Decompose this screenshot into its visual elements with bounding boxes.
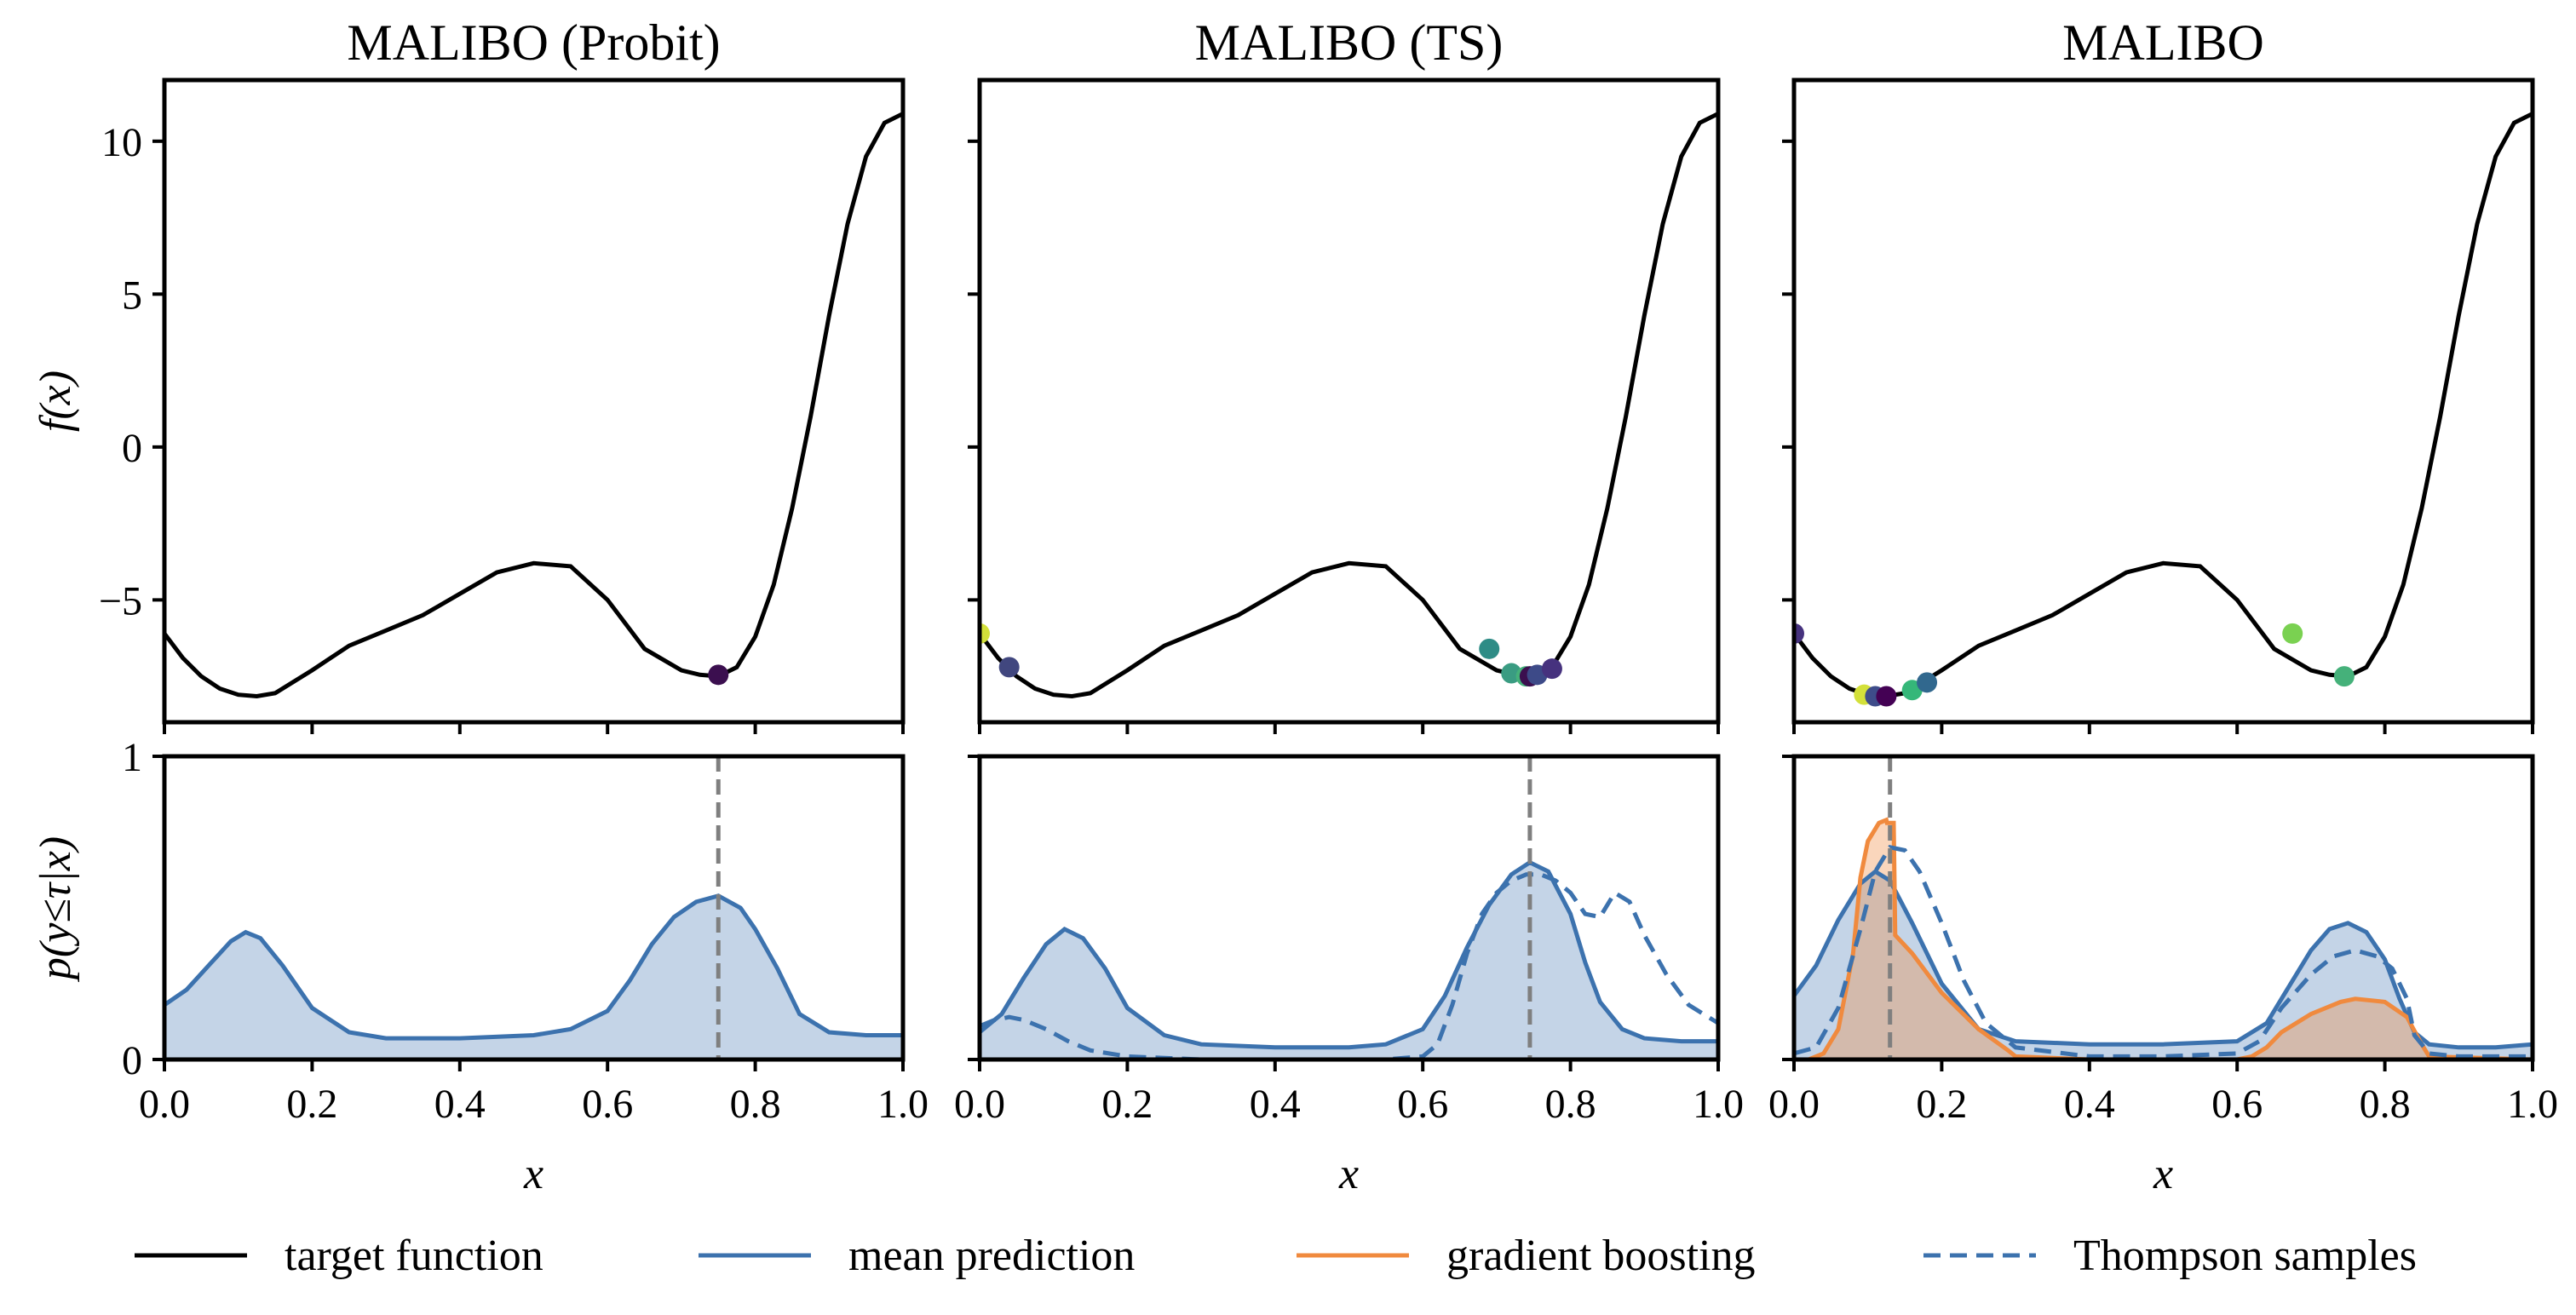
panel-1-mean-prediction-line xyxy=(164,893,903,1041)
legend-label-4: Thompson samples xyxy=(2073,1232,2417,1280)
panel-3-observation-point-8 xyxy=(2333,666,2355,687)
panel-1-xtick-label-5: 0.8 xyxy=(730,1082,781,1127)
top-ytick-label-4: −5 xyxy=(99,578,142,623)
panel-1-observation-point-1 xyxy=(708,664,729,686)
panel-1: MALIBO (Probit)0.0 0.2 0.4 0.6 0.8 1.0x1050−5… xyxy=(99,14,929,1198)
panel-3-xtick-label-5: 0.8 xyxy=(2360,1082,2411,1127)
top-ytick-label-2: 5 xyxy=(122,273,142,318)
bottom-ytick-label-2: 0 xyxy=(122,1038,142,1083)
panel-3-xtick-label-2: 0.2 xyxy=(1916,1082,1967,1127)
panel-3-top-frame xyxy=(1791,78,2535,725)
panel-2-xtick-label-2: 0.2 xyxy=(1101,1082,1153,1127)
panel-2-observation-point-1 xyxy=(980,623,990,644)
panel-2-bottom-frame xyxy=(977,754,1721,1062)
panel-3-mean-prediction-area xyxy=(1794,871,2533,1059)
panel-2-xtick-label-3: 0.4 xyxy=(1250,1082,1301,1127)
panel-1-xtick-label-2: 0.2 xyxy=(286,1082,337,1127)
panel-3-observation-point-1 xyxy=(1794,623,1804,644)
panel-3-observation-point-4 xyxy=(1876,686,1897,707)
panel-1-xtick-label-6: 1.0 xyxy=(877,1082,929,1127)
panel-3-bottom-frame xyxy=(1791,754,2535,1062)
panel-3-observation-point-6 xyxy=(1917,672,1938,693)
panel-2: MALIBO (TS) 0.0 0.2 0.4 0.6 0.8 1.0 x xyxy=(954,14,1744,1198)
panel-2-target-function-line xyxy=(980,112,1718,699)
top-ytick-label-3: 0 xyxy=(122,426,142,471)
panel-3-observation-point-7 xyxy=(2282,623,2303,644)
panel-2-mean-prediction-line xyxy=(980,859,1718,1050)
panel-2-xtick-label-4: 0.6 xyxy=(1397,1082,1448,1127)
panel-2-xtick-label-6: 1.0 xyxy=(1693,1082,1744,1127)
panel-2-mean-prediction-area xyxy=(980,862,1718,1059)
panel-3-xlabel: x xyxy=(2153,1150,2173,1198)
panel-3-xtick-label-3: 0.4 xyxy=(2064,1082,2115,1127)
panel-3-thompson-samples-line xyxy=(1794,844,2533,1059)
ylabel-top: f(x) xyxy=(32,370,80,432)
ylabel-bottom: p(y≤τ|x) xyxy=(32,836,80,983)
panel-3-xtick-label-1: 0.0 xyxy=(1768,1082,1820,1127)
panel-3-title: MALIBO xyxy=(2062,14,2264,71)
panel-2-observation-point-3 xyxy=(1479,638,1500,659)
panel-2-top-frame xyxy=(977,78,1721,725)
panel-2-xtick-label-5: 0.8 xyxy=(1545,1082,1596,1127)
legend: target function mean prediction gradient b… xyxy=(135,1232,2417,1280)
panel-3-gradient-boosting-line xyxy=(1794,817,2533,1059)
panel-2-xlabel: x xyxy=(1338,1150,1359,1198)
legend-label-3: gradient boosting xyxy=(1446,1232,1756,1280)
panel-3-xtick-label-4: 0.6 xyxy=(2211,1082,2263,1127)
panel-1-title: MALIBO (Probit) xyxy=(347,14,720,71)
panel-2-observation-point-2 xyxy=(998,657,1020,678)
panel-2-xtick-label-1: 0.0 xyxy=(954,1082,1005,1127)
bottom-ytick-label-1: 1 xyxy=(122,735,142,780)
panel-2-title: MALIBO (TS) xyxy=(1195,14,1504,71)
panel-2-thompson-samples-line xyxy=(980,872,1718,1059)
panel-1-target-function-line xyxy=(164,112,903,699)
panel-1-xtick-label-4: 0.6 xyxy=(582,1082,633,1127)
panel-1-xtick-label-3: 0.4 xyxy=(434,1082,486,1127)
panel-1-bottom-frame xyxy=(162,754,906,1062)
panel-3: MALIBO 0.0 0.2 0.4 0.6 0.8 1.0 x xyxy=(1768,14,2558,1198)
panel-3-xtick-label-6: 1.0 xyxy=(2507,1082,2558,1127)
panel-2-observation-point-8 xyxy=(1541,658,1562,680)
panel-1-xlabel: x xyxy=(523,1150,543,1198)
top-ytick-label-1: 10 xyxy=(101,120,142,165)
legend-label-1: target function xyxy=(285,1232,543,1280)
panel-3-target-function-line xyxy=(1794,112,2533,699)
panel-1-top-frame xyxy=(162,78,906,725)
legend-label-2: mean prediction xyxy=(848,1232,1135,1280)
panel-1-xtick-label-1: 0.0 xyxy=(139,1082,190,1127)
